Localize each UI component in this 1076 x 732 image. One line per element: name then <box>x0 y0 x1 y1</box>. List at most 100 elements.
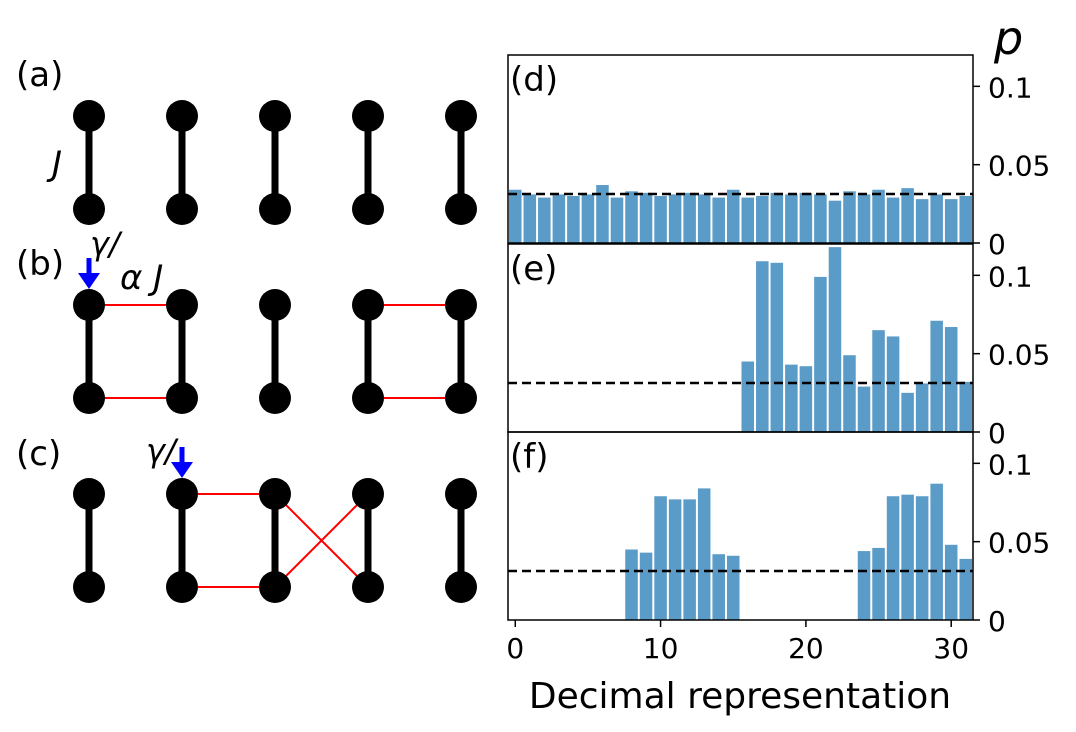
site-node <box>166 382 198 414</box>
site-node <box>352 100 384 132</box>
dimer <box>352 100 384 225</box>
dimer <box>259 100 291 225</box>
gamma-arrow-b <box>78 258 100 289</box>
dimer <box>259 289 291 414</box>
panel-label-b: (b) <box>16 244 64 284</box>
chart-panel: (d) 0 0.05 0.1 <box>507 54 1050 261</box>
site-node <box>166 289 198 321</box>
probability-charts: (d)00.050.1(e)00.050.1(f)00.050.10 10 20 30 <box>506 54 1050 665</box>
bar <box>741 361 755 432</box>
bar <box>944 327 958 432</box>
bar <box>872 189 885 243</box>
bar <box>668 499 682 620</box>
bar <box>886 496 900 620</box>
bar <box>857 194 871 243</box>
bar <box>857 551 871 620</box>
y-tick-label: 0.1 <box>988 260 1033 293</box>
site-node <box>445 100 477 132</box>
bar <box>944 199 958 243</box>
bar <box>697 194 711 243</box>
bar <box>552 194 566 243</box>
site-node <box>445 193 477 225</box>
bar <box>756 196 769 243</box>
bar <box>959 196 972 243</box>
site-node <box>73 100 105 132</box>
bar <box>799 366 813 432</box>
dimer <box>259 478 291 603</box>
site-node <box>73 193 105 225</box>
bar <box>930 320 943 432</box>
bar-series <box>741 247 972 432</box>
chart-panel: (e) 0 0.05 0.1 <box>507 243 1050 450</box>
site-node <box>352 382 384 414</box>
y-tick-label: 0.05 <box>988 527 1050 560</box>
y-tick-label: 0.05 <box>988 339 1050 372</box>
bar <box>872 547 885 620</box>
site-node <box>166 193 198 225</box>
bar <box>683 499 696 620</box>
bar <box>857 386 871 432</box>
bar <box>944 544 958 620</box>
bar <box>799 192 813 243</box>
bar <box>668 194 682 243</box>
x-tick-label: 10 <box>643 632 679 665</box>
site-node <box>166 571 198 603</box>
y-tick-label: 0 <box>988 228 1006 261</box>
bar <box>915 199 929 243</box>
bar <box>828 200 842 243</box>
dimer <box>352 478 384 603</box>
bar <box>930 194 943 243</box>
site-node <box>445 382 477 414</box>
site-node <box>73 382 105 414</box>
panel-frame <box>507 54 974 244</box>
dimer <box>352 289 384 414</box>
site-node <box>445 289 477 321</box>
bar-series <box>509 185 972 243</box>
site-node <box>166 100 198 132</box>
bar <box>915 383 929 432</box>
bar <box>654 496 667 620</box>
bar <box>712 197 725 243</box>
bar <box>785 194 798 243</box>
y-tick-label: 0.1 <box>988 448 1033 481</box>
bar <box>610 197 624 243</box>
bar <box>654 196 667 243</box>
bar <box>872 330 885 432</box>
chart-panel: (f) 0 0.05 0.1 0 10 20 30 <box>506 431 1050 665</box>
site-node <box>259 193 291 225</box>
panel-label-c: (c) <box>16 434 61 474</box>
bar <box>509 189 522 243</box>
x-tick-label: 30 <box>933 632 969 665</box>
x-tick-label: 20 <box>788 632 824 665</box>
bar <box>814 194 827 243</box>
panel-frame <box>507 431 974 621</box>
gamma-label-b: γ/ <box>90 225 123 263</box>
bar <box>770 192 784 243</box>
arrow-head-icon <box>78 273 100 289</box>
alpha-coupling-label: α J <box>120 258 163 298</box>
bar <box>567 196 580 243</box>
bar <box>886 197 900 243</box>
dimer <box>445 289 477 414</box>
coupling-label: J <box>46 144 62 184</box>
bar <box>639 552 653 620</box>
bar <box>915 496 929 620</box>
site-node <box>73 478 105 510</box>
dimer <box>445 100 477 225</box>
panel-label: (d) <box>510 60 558 100</box>
bar <box>741 197 755 243</box>
site-node <box>352 193 384 225</box>
x-tick-label: 0 <box>506 632 524 665</box>
bar <box>581 194 595 243</box>
site-node <box>259 289 291 321</box>
site-node <box>166 478 198 510</box>
bar <box>756 261 769 432</box>
bar <box>726 189 740 243</box>
bar <box>959 381 972 432</box>
dimer <box>73 478 105 603</box>
bar <box>625 191 638 243</box>
alpha-bond <box>274 493 369 588</box>
bar <box>901 392 914 432</box>
bar <box>930 483 943 620</box>
bar <box>697 488 711 620</box>
